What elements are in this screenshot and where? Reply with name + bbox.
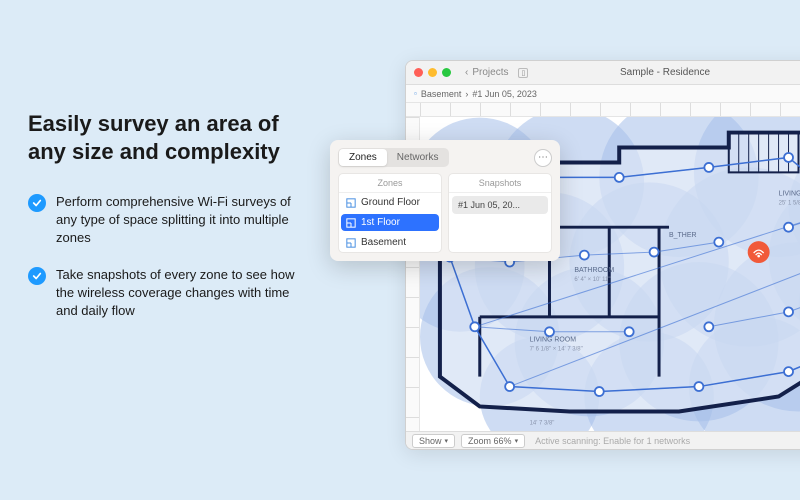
back-label[interactable]: Projects xyxy=(472,67,508,78)
zones-header: Zones xyxy=(339,174,441,193)
floor-icon xyxy=(346,198,356,208)
snapshots-column: Snapshots #1 Jun 05, 20... xyxy=(448,173,552,253)
ruler-horizontal xyxy=(406,103,800,117)
zone-icon: ▫ xyxy=(414,89,417,98)
marketing-headline: Easily survey an area of any size and co… xyxy=(28,110,308,165)
show-menu-button[interactable]: Show▾ xyxy=(412,434,455,448)
breadcrumb-snapshot[interactable]: #1 Jun 05, 2023 xyxy=(472,89,537,99)
tab-zones[interactable]: Zones xyxy=(339,149,387,166)
breadcrumb-zone[interactable]: Basement xyxy=(421,89,462,99)
titlebar: ‹ Projects ▯ Sample - Residence xyxy=(406,61,800,85)
chevron-right-icon: › xyxy=(465,89,468,99)
ellipsis-icon: ⋯ xyxy=(538,152,548,163)
zoom-menu-button[interactable]: Zoom 66%▾ xyxy=(461,434,525,448)
zone-list-item[interactable]: 1st Floor xyxy=(341,214,439,231)
more-button[interactable]: ⋯ xyxy=(534,149,552,167)
statusbar: Show▾ Zoom 66%▾ Active scanning: Enable … xyxy=(406,431,800,449)
svg-text:LIVING ROOM: LIVING ROOM xyxy=(530,337,577,344)
svg-text:BATHROOM: BATHROOM xyxy=(574,267,614,274)
scanning-status: Active scanning: Enable for 1 networks xyxy=(535,436,690,446)
feature-item: Take snapshots of every zone to see how … xyxy=(28,266,308,321)
svg-text:LIVING ROOM: LIVING ROOM xyxy=(779,190,800,197)
zone-list-item[interactable]: Ground Floor xyxy=(339,193,441,212)
snapshots-header: Snapshots xyxy=(449,174,551,193)
window-controls xyxy=(414,68,451,77)
svg-text:25' 1 5/8" × 25' 3 7/8": 25' 1 5/8" × 25' 3 7/8" xyxy=(779,200,800,206)
floor-icon xyxy=(346,218,356,228)
tab-segment: Zones Networks xyxy=(338,148,449,167)
sidebar-toggle-icon[interactable]: ▯ xyxy=(518,68,528,78)
feature-text: Take snapshots of every zone to see how … xyxy=(56,266,308,321)
minimize-icon[interactable] xyxy=(428,68,437,77)
zone-list-item[interactable]: Basement xyxy=(339,233,441,252)
floor-icon xyxy=(346,238,356,248)
fullscreen-icon[interactable] xyxy=(442,68,451,77)
snapshot-list-item[interactable]: #1 Jun 05, 20... xyxy=(452,196,548,214)
check-icon xyxy=(28,267,46,285)
feature-item: Perform comprehensive Wi-Fi surveys of a… xyxy=(28,193,308,248)
svg-text:14' 7 3/8": 14' 7 3/8" xyxy=(530,420,555,426)
feature-list: Perform comprehensive Wi-Fi surveys of a… xyxy=(28,193,308,320)
window-title: Sample - Residence xyxy=(620,67,710,78)
close-icon[interactable] xyxy=(414,68,423,77)
zones-popover: Zones Networks ⋯ Zones Ground Floor 1st F… xyxy=(330,140,560,261)
chevron-down-icon: ▾ xyxy=(515,437,519,445)
breadcrumb: ▫ Basement › #1 Jun 05, 2023 xyxy=(406,85,800,103)
tab-networks[interactable]: Networks xyxy=(387,149,449,166)
svg-text:6' 4" × 10' 11": 6' 4" × 10' 11" xyxy=(574,277,610,283)
zones-column: Zones Ground Floor 1st Floor Basement xyxy=(338,173,442,253)
check-icon xyxy=(28,194,46,212)
chevron-down-icon: ▾ xyxy=(445,437,449,445)
svg-text:B_THER: B_THER xyxy=(669,232,697,239)
svg-text:7' 6 1/8" × 14' 7 3/8": 7' 6 1/8" × 14' 7 3/8" xyxy=(530,347,583,353)
back-button[interactable]: ‹ xyxy=(465,67,468,78)
feature-text: Perform comprehensive Wi-Fi surveys of a… xyxy=(56,193,308,248)
